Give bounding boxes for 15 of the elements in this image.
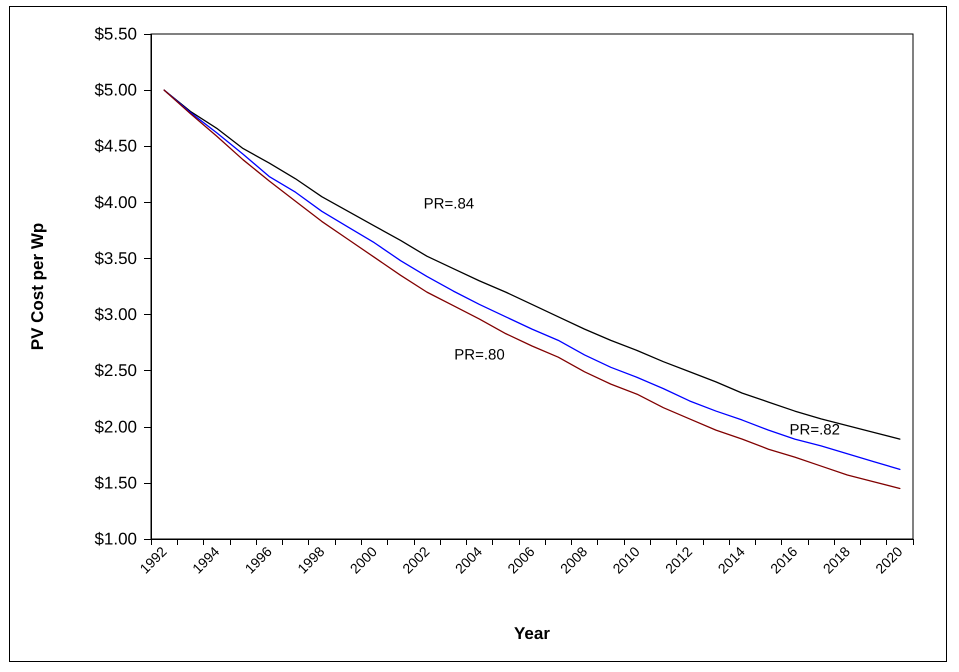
y-tick-label: $4.00 <box>94 192 137 212</box>
y-tick-label: $5.00 <box>94 80 137 100</box>
x-axis-title: Year <box>514 624 550 643</box>
y-tick-label: $3.00 <box>94 305 137 324</box>
y-tick-label: $1.50 <box>94 473 137 492</box>
y-tick-label: $5.50 <box>94 24 137 44</box>
y-tick-label: $1.00 <box>94 530 137 548</box>
text: PR=.84 <box>424 196 474 213</box>
series-label: PR=.82 <box>790 422 840 439</box>
y-tick-label: $3.50 <box>94 248 137 268</box>
y-tick-label: $2.50 <box>94 361 137 380</box>
y-tick-label: $2.00 <box>94 417 137 436</box>
series-label: PR=.80 <box>454 346 505 364</box>
y-axis-title: PV Cost per Wp <box>28 222 47 350</box>
y-tick-label: $4.50 <box>94 136 137 156</box>
